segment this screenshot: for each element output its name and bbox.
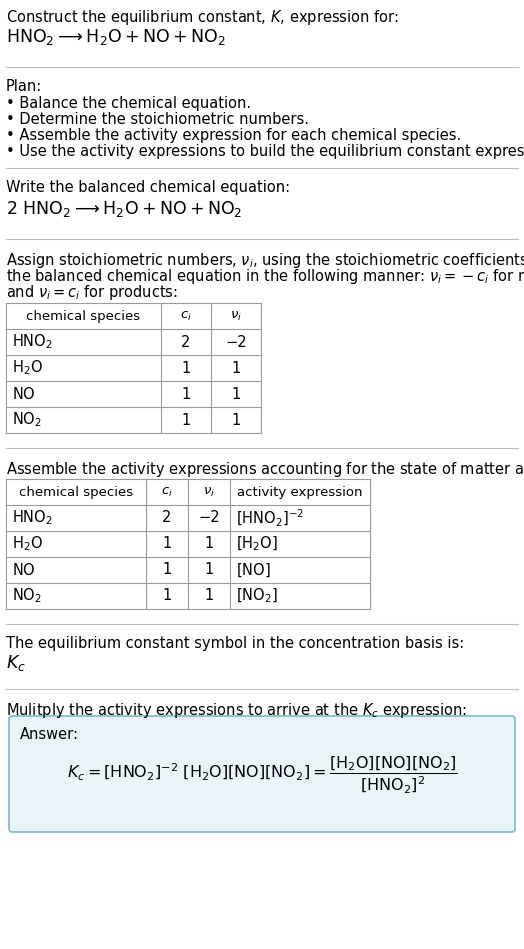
- Text: Construct the equilibrium constant, $K$, expression for:: Construct the equilibrium constant, $K$,…: [6, 8, 399, 27]
- Text: • Balance the chemical equation.: • Balance the chemical equation.: [6, 96, 251, 111]
- FancyBboxPatch shape: [9, 716, 515, 832]
- Text: $\mathrm{HNO_2}$: $\mathrm{HNO_2}$: [12, 509, 53, 528]
- Text: $[\mathrm{H_2O}]$: $[\mathrm{H_2O}]$: [236, 535, 278, 553]
- Text: 1: 1: [162, 563, 172, 578]
- Text: Plan:: Plan:: [6, 79, 42, 94]
- Text: 1: 1: [204, 563, 214, 578]
- Text: and $\nu_i = c_i$ for products:: and $\nu_i = c_i$ for products:: [6, 283, 178, 302]
- Text: Mulitply the activity expressions to arrive at the $K_c$ expression:: Mulitply the activity expressions to arr…: [6, 701, 467, 720]
- Text: $\mathrm{H_2O}$: $\mathrm{H_2O}$: [12, 534, 43, 553]
- Text: • Assemble the activity expression for each chemical species.: • Assemble the activity expression for e…: [6, 128, 461, 143]
- Text: Answer:: Answer:: [20, 727, 79, 742]
- Text: • Determine the stoichiometric numbers.: • Determine the stoichiometric numbers.: [6, 112, 309, 127]
- Text: 1: 1: [232, 386, 241, 401]
- Text: $\mathrm{HNO_2}$: $\mathrm{HNO_2}$: [12, 333, 53, 351]
- Text: $[\mathrm{NO}]$: $[\mathrm{NO}]$: [236, 561, 271, 579]
- Text: −2: −2: [198, 511, 220, 526]
- Text: $\mathrm{NO_2}$: $\mathrm{NO_2}$: [12, 586, 42, 605]
- Text: 2: 2: [181, 334, 191, 349]
- Text: 1: 1: [162, 536, 172, 551]
- Text: $\mathrm{NO}$: $\mathrm{NO}$: [12, 386, 36, 402]
- Text: 1: 1: [181, 361, 191, 376]
- Text: $\mathrm{NO_2}$: $\mathrm{NO_2}$: [12, 411, 42, 429]
- Text: $K_c$: $K_c$: [6, 653, 26, 673]
- Text: Assemble the activity expressions accounting for the state of matter and $\nu_i$: Assemble the activity expressions accoun…: [6, 460, 524, 479]
- Text: 1: 1: [162, 588, 172, 604]
- Text: activity expression: activity expression: [237, 486, 363, 498]
- Text: $K_c = [\mathrm{HNO_2}]^{-2}\ [\mathrm{H_2O}][\mathrm{NO}][\mathrm{NO_2}] = \dfr: $K_c = [\mathrm{HNO_2}]^{-2}\ [\mathrm{H…: [67, 755, 457, 796]
- Text: The equilibrium constant symbol in the concentration basis is:: The equilibrium constant symbol in the c…: [6, 636, 464, 651]
- Text: Assign stoichiometric numbers, $\nu_i$, using the stoichiometric coefficients, $: Assign stoichiometric numbers, $\nu_i$, …: [6, 251, 524, 270]
- Text: $\mathrm{HNO_2} \longrightarrow \mathrm{H_2O + NO + NO_2}$: $\mathrm{HNO_2} \longrightarrow \mathrm{…: [6, 27, 226, 47]
- Text: $\mathrm{H_2O}$: $\mathrm{H_2O}$: [12, 359, 43, 378]
- Text: $[\mathrm{NO_2}]$: $[\mathrm{NO_2}]$: [236, 586, 278, 605]
- Text: 1: 1: [181, 413, 191, 427]
- Text: 1: 1: [181, 386, 191, 401]
- Text: $\mathrm{NO}$: $\mathrm{NO}$: [12, 562, 36, 578]
- Text: 1: 1: [232, 413, 241, 427]
- Text: chemical species: chemical species: [19, 486, 133, 498]
- Text: $\mathrm{2\ HNO_2 \longrightarrow H_2O + NO + NO_2}$: $\mathrm{2\ HNO_2 \longrightarrow H_2O +…: [6, 199, 243, 219]
- Text: $\nu_i$: $\nu_i$: [203, 486, 215, 498]
- Text: −2: −2: [225, 334, 247, 349]
- Text: 2: 2: [162, 511, 172, 526]
- Text: $[\mathrm{HNO_2}]^{-2}$: $[\mathrm{HNO_2}]^{-2}$: [236, 508, 304, 529]
- Text: the balanced chemical equation in the following manner: $\nu_i = -c_i$ for react: the balanced chemical equation in the fo…: [6, 267, 524, 286]
- Text: Write the balanced chemical equation:: Write the balanced chemical equation:: [6, 180, 290, 195]
- Text: $c_i$: $c_i$: [180, 309, 192, 323]
- Text: • Use the activity expressions to build the equilibrium constant expression.: • Use the activity expressions to build …: [6, 144, 524, 159]
- Text: 1: 1: [204, 536, 214, 551]
- Text: 1: 1: [232, 361, 241, 376]
- Text: chemical species: chemical species: [26, 309, 140, 323]
- Text: 1: 1: [204, 588, 214, 604]
- Text: $\nu_i$: $\nu_i$: [230, 309, 242, 323]
- Text: $c_i$: $c_i$: [161, 486, 173, 498]
